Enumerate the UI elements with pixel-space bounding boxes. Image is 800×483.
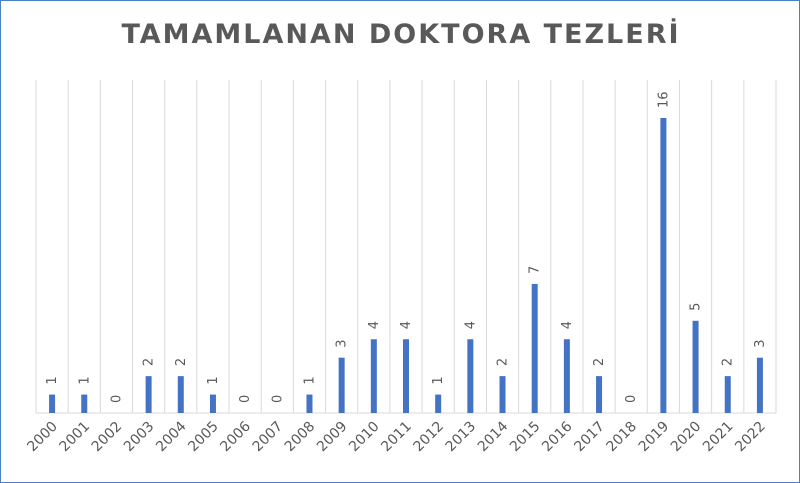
- x-tick-label-2008: 2008: [282, 419, 319, 456]
- bar-2009: [338, 357, 345, 413]
- data-label-2016: 4: [560, 321, 575, 329]
- data-label-2002: 0: [109, 395, 124, 403]
- bar-2021: [724, 376, 731, 413]
- x-tick-label-2000: 2000: [24, 419, 61, 456]
- data-label-2019: 16: [656, 91, 671, 108]
- data-label-2013: 4: [463, 321, 478, 329]
- bar-2003: [145, 376, 152, 413]
- data-label-2008: 1: [302, 376, 317, 384]
- data-label-2021: 2: [721, 358, 736, 366]
- data-label-2017: 2: [592, 358, 607, 366]
- data-labels: 1 1 0 2 2 1 0 0 1 3 4 4 1 4 2 7 4 2 0 16 5 2 3: [45, 91, 768, 403]
- x-tick-label-2001: 2001: [57, 419, 94, 456]
- bar-2008: [306, 394, 313, 413]
- bar-2016: [563, 339, 570, 413]
- x-tick-label-2011: 2011: [378, 419, 415, 456]
- bar-2015: [531, 283, 538, 413]
- x-tick-label-2003: 2003: [121, 419, 158, 456]
- data-label-2003: 2: [142, 358, 157, 366]
- bar-2017: [596, 376, 603, 413]
- data-label-2015: 7: [528, 266, 543, 274]
- bar-2012: [435, 394, 442, 413]
- data-label-2009: 3: [335, 339, 350, 347]
- data-label-2014: 2: [496, 358, 511, 366]
- bar-2014: [499, 376, 506, 413]
- x-tick-label-2007: 2007: [250, 419, 287, 456]
- bar-2013: [467, 339, 474, 413]
- data-label-2000: 1: [45, 376, 60, 384]
- x-tick-label-2013: 2013: [443, 419, 480, 456]
- x-tick-label-2016: 2016: [539, 418, 576, 455]
- x-tick-label-2012: 2012: [410, 419, 447, 456]
- bar-2019: [660, 118, 667, 413]
- x-tick-label-2004: 2004: [153, 418, 190, 455]
- data-label-2022: 3: [753, 339, 768, 347]
- bar-2010: [370, 339, 377, 413]
- x-tick-label-2020: 2020: [668, 419, 705, 456]
- bar-2001: [81, 394, 88, 413]
- x-tick-label-2021: 2021: [700, 419, 737, 456]
- x-tick-label-2022: 2022: [732, 419, 769, 456]
- x-axis-tick-labels: 2000200120022003200420052006200720082009…: [24, 418, 768, 455]
- data-label-2011: 4: [399, 321, 414, 329]
- bar-2000: [49, 394, 56, 413]
- x-tick-label-2006: 2006: [217, 418, 254, 455]
- data-label-2012: 1: [431, 376, 446, 384]
- data-label-2006: 0: [238, 395, 253, 403]
- data-label-2018: 0: [624, 395, 639, 403]
- x-tick-label-2018: 2018: [604, 419, 641, 456]
- x-tick-label-2002: 2002: [89, 419, 126, 456]
- data-label-2004: 2: [174, 358, 189, 366]
- data-label-2005: 1: [206, 376, 221, 384]
- data-label-2020: 5: [689, 303, 704, 311]
- gridlines: [35, 80, 777, 414]
- bars: [49, 118, 763, 413]
- chart-title: TAMAMLANAN DOKTORA TEZLERİ: [121, 19, 681, 50]
- x-tick-label-2014: 2014: [475, 418, 512, 455]
- bar-2020: [692, 320, 699, 413]
- data-label-2007: 0: [270, 395, 285, 403]
- data-label-2001: 1: [77, 376, 92, 384]
- data-label-2010: 4: [367, 321, 382, 329]
- bar-2011: [403, 339, 409, 413]
- bar-2005: [209, 394, 216, 413]
- bar-2004: [177, 376, 184, 413]
- bar-2022: [756, 357, 763, 413]
- x-tick-label-2019: 2019: [636, 419, 673, 456]
- x-tick-label-2010: 2010: [346, 419, 383, 456]
- x-tick-label-2005: 2005: [185, 419, 222, 456]
- x-tick-label-2017: 2017: [571, 419, 608, 456]
- x-tick-label-2015: 2015: [507, 419, 544, 456]
- x-tick-label-2009: 2009: [314, 419, 351, 456]
